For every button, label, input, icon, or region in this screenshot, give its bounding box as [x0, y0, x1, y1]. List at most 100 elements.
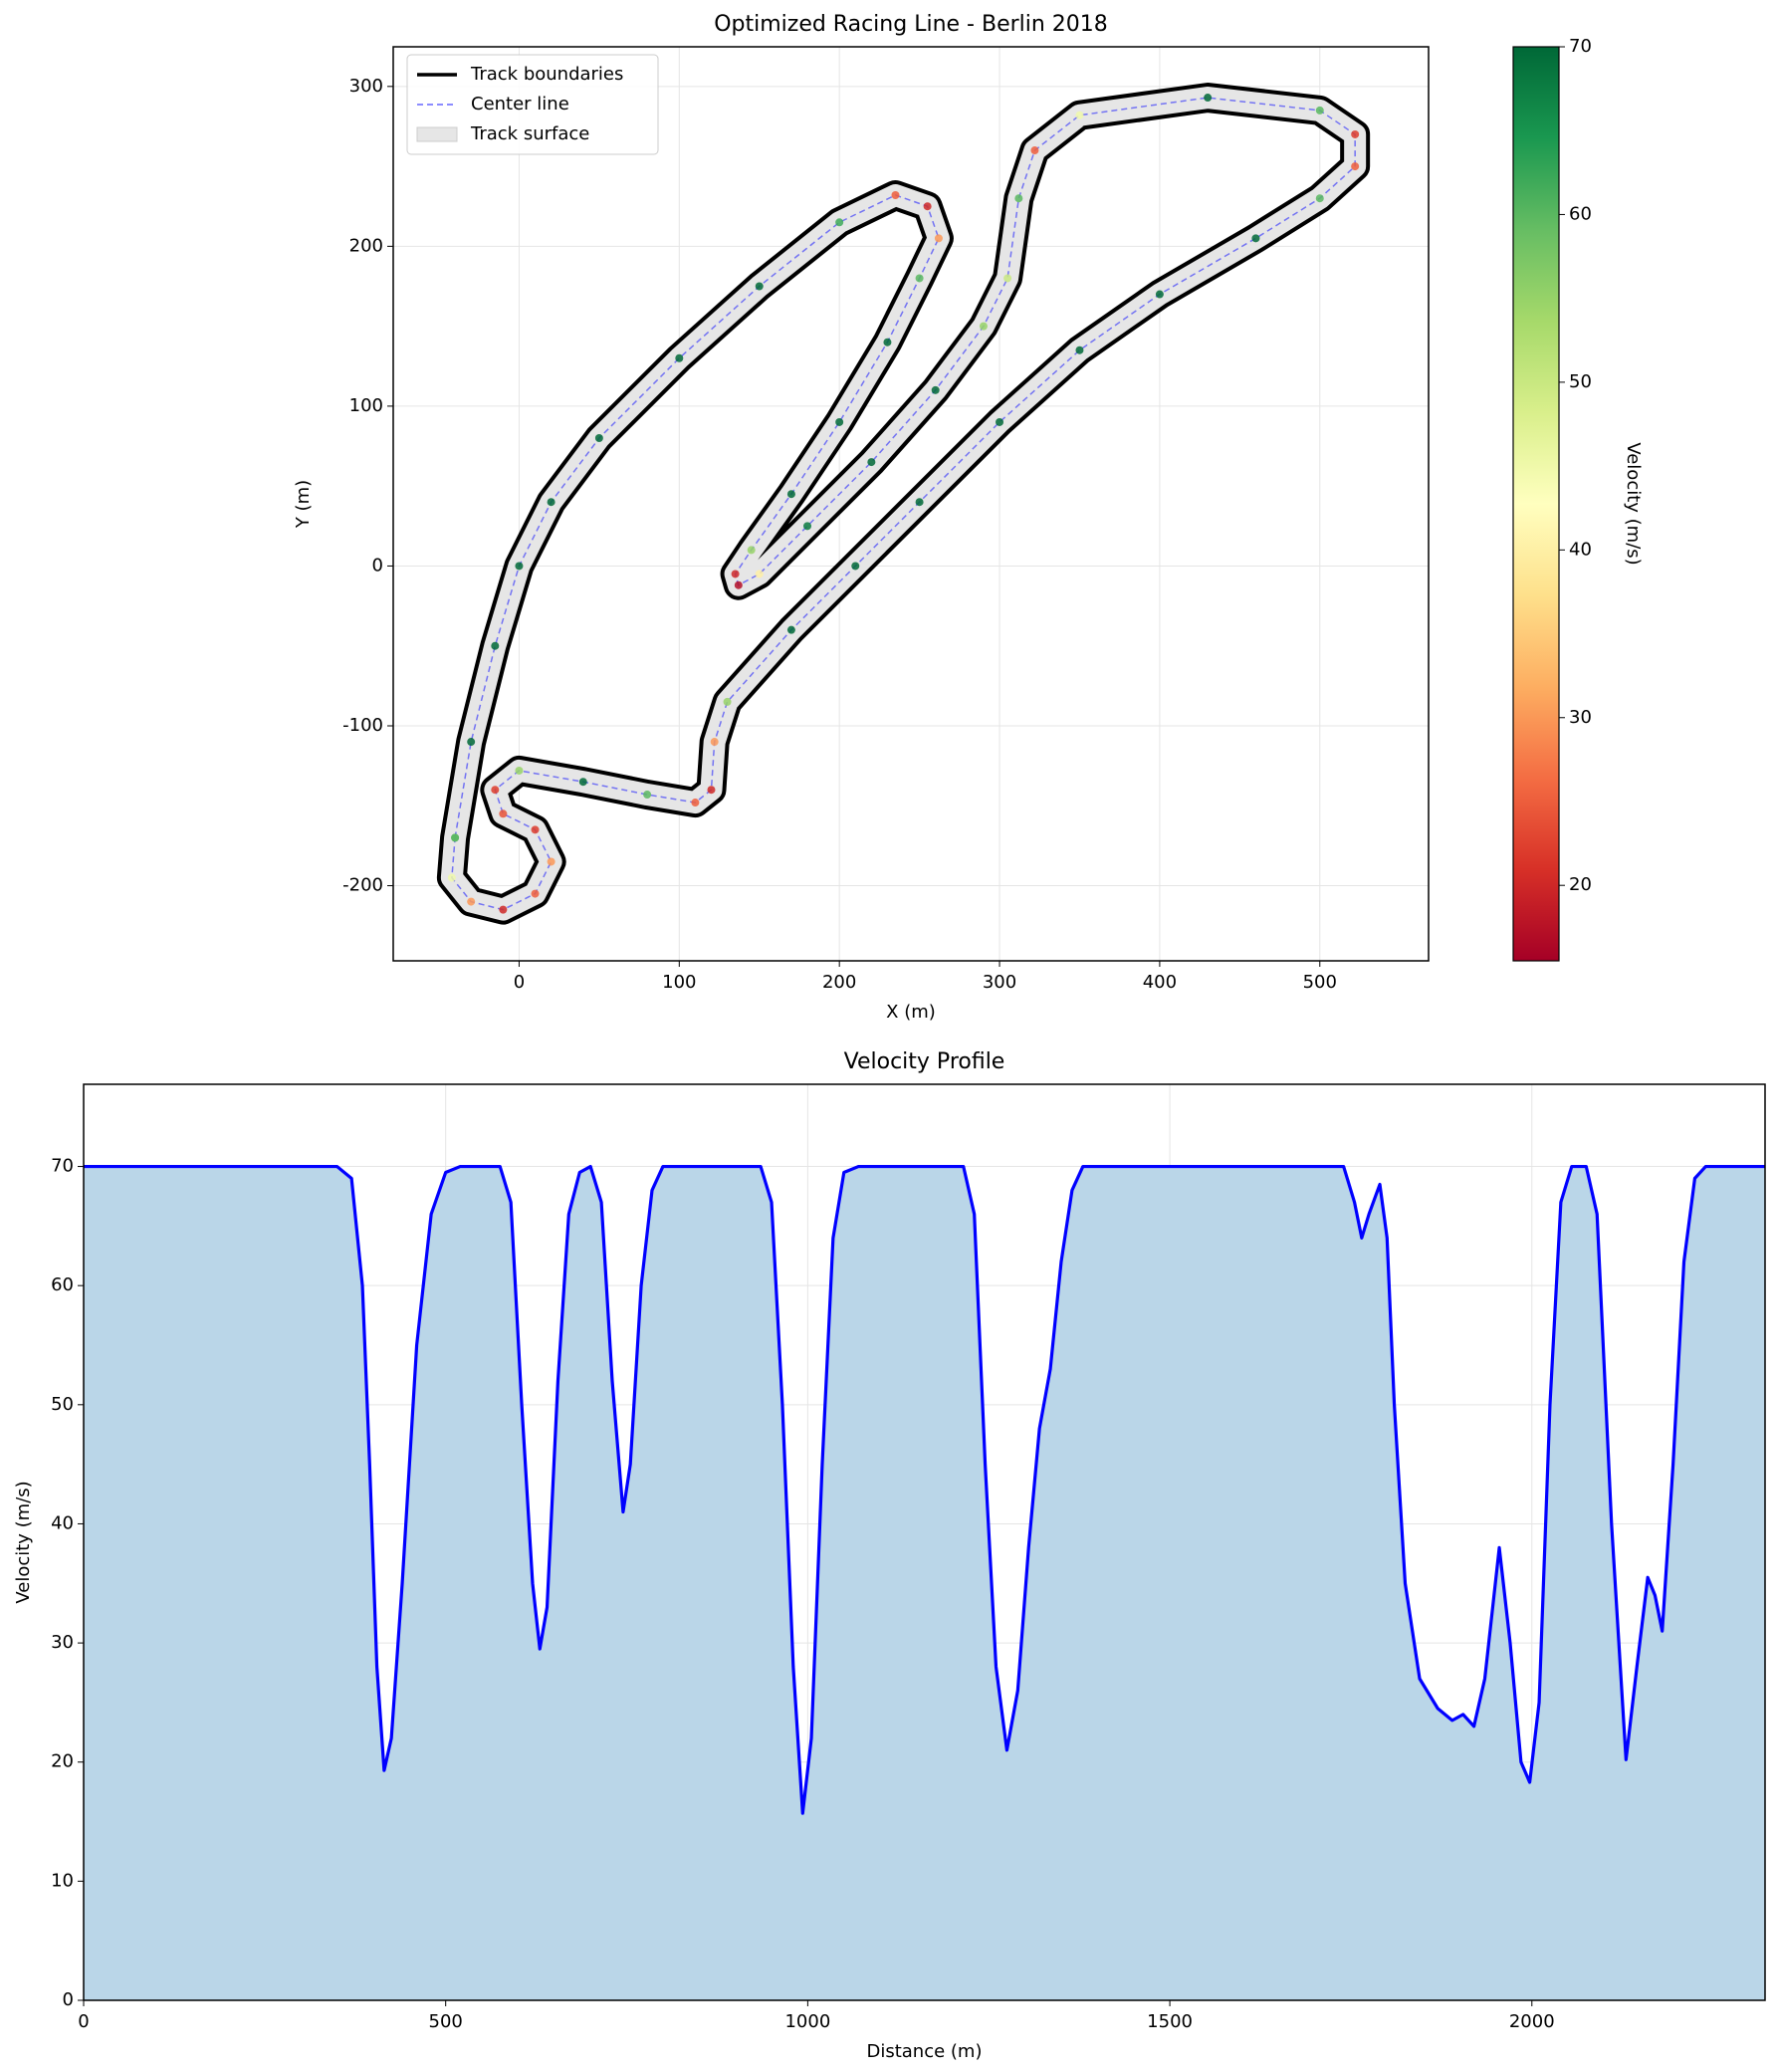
- x-tick-label: 400: [1143, 972, 1177, 993]
- velocity-line: [84, 1164, 1765, 1815]
- x-axis-label: X (m): [886, 1002, 936, 1023]
- legend-label: Track surface: [470, 123, 589, 144]
- racing-line-point: [755, 570, 764, 578]
- colorbar-tick-label: 30: [1569, 707, 1592, 728]
- plot-frame: [83, 1083, 1766, 2001]
- racing-line-point: [755, 282, 764, 291]
- x-tick-label: 0: [514, 972, 525, 993]
- racing-line-point: [867, 458, 876, 467]
- racing-line-point: [1351, 129, 1360, 138]
- area-fill: [84, 1166, 1765, 2000]
- y-tick-label: 60: [51, 1274, 74, 1295]
- track-surface: [440, 87, 1367, 921]
- racing-line-point: [1075, 111, 1084, 119]
- racing-line-point: [915, 274, 924, 283]
- racing-line-point: [931, 385, 940, 394]
- racing-line-point: [531, 889, 540, 898]
- racing-line-point: [499, 905, 508, 914]
- chart-title: Optimized Racing Line - Berlin 2018: [714, 12, 1108, 37]
- x-tick-label: 100: [662, 972, 696, 993]
- colorbar-label: Velocity (m/s): [1623, 442, 1644, 565]
- racing-line-point: [491, 786, 500, 795]
- x-tick-label: 200: [822, 972, 856, 993]
- racing-line-point: [1155, 290, 1164, 299]
- colorbar-tick-label: 60: [1569, 203, 1592, 224]
- racing-line-point: [691, 799, 700, 807]
- legend-label: Center line: [471, 94, 569, 115]
- y-tick-label: 70: [51, 1156, 74, 1177]
- racing-line-point: [675, 353, 684, 362]
- racing-line-point: [547, 857, 555, 866]
- racing-line-point: [786, 490, 795, 499]
- y-tick-label: 20: [51, 1751, 74, 1772]
- y-tick-label: 50: [51, 1394, 74, 1415]
- racing-line-point: [707, 786, 716, 795]
- legend-label: Track boundaries: [470, 64, 623, 85]
- y-axis-label: Y (m): [293, 480, 314, 529]
- x-tick-label: 0: [78, 2011, 89, 2032]
- racing-line-point: [499, 809, 508, 818]
- y-tick-label: 40: [51, 1512, 74, 1533]
- racing-line-point: [891, 190, 900, 199]
- x-tick-label: 500: [429, 2011, 463, 2032]
- racing-line-point: [747, 546, 756, 555]
- racing-line-point: [1014, 194, 1023, 203]
- y-tick-label: 0: [372, 555, 383, 576]
- racing-line-point: [1315, 194, 1324, 203]
- racing-line-point: [835, 218, 844, 227]
- x-tick-label: 1500: [1147, 2011, 1193, 2032]
- legend-box: [406, 54, 659, 155]
- racing-line-point: [1351, 162, 1360, 171]
- racing-line-point: [467, 738, 476, 747]
- racing-line-point: [851, 562, 860, 571]
- racing-line-point: [1315, 106, 1324, 115]
- x-tick-label: 300: [983, 972, 1016, 993]
- colorbar-tick-label: 70: [1569, 36, 1592, 57]
- y-tick-label: 0: [63, 1989, 74, 2010]
- x-axis-label: Distance (m): [866, 2041, 982, 2062]
- chart-title: Velocity Profile: [844, 1049, 1005, 1074]
- racing-line-point: [710, 738, 719, 747]
- y-tick-label: -100: [342, 715, 383, 736]
- racing-line-point: [979, 322, 988, 331]
- colorbar: [1512, 46, 1560, 962]
- y-tick-label: 200: [349, 235, 383, 256]
- racing-line-point: [467, 897, 476, 906]
- racing-line-point: [734, 580, 743, 589]
- racing-line-point: [1204, 94, 1213, 103]
- racing-line-point: [1251, 234, 1260, 243]
- racing-line-point: [731, 570, 740, 578]
- racing-line-point: [1030, 146, 1039, 155]
- racing-line-point: [835, 417, 844, 426]
- racing-line-point: [531, 825, 540, 834]
- y-tick-label: 30: [51, 1632, 74, 1653]
- racing-line-point: [923, 202, 932, 211]
- legend-swatch: [416, 126, 458, 142]
- y-tick-label: 300: [349, 76, 383, 97]
- racing-line-point: [547, 498, 555, 507]
- center-line: [451, 97, 1356, 911]
- racing-line-point: [515, 562, 524, 571]
- racing-line-point: [491, 641, 500, 650]
- racing-line-point: [1075, 345, 1084, 354]
- colorbar-tick-label: 50: [1569, 371, 1592, 392]
- y-axis-label: Velocity (m/s): [13, 1481, 34, 1603]
- plot-frame: [392, 46, 1430, 962]
- y-tick-label: 10: [51, 1870, 74, 1891]
- racing-line-point: [515, 766, 524, 775]
- x-tick-label: 2000: [1509, 2011, 1555, 2032]
- racing-line-point: [883, 338, 892, 346]
- racing-line-point: [594, 434, 603, 443]
- racing-line-point: [447, 873, 456, 882]
- colorbar-tick-label: 20: [1569, 874, 1592, 895]
- racing-line-point: [803, 522, 811, 531]
- y-tick-label: -200: [342, 875, 383, 896]
- colorbar-tick-label: 40: [1569, 539, 1592, 560]
- racing-line-point: [578, 778, 587, 787]
- racing-line-point: [451, 833, 460, 842]
- racing-line-point: [996, 417, 1004, 426]
- x-tick-label: 1000: [784, 2011, 830, 2032]
- x-tick-label: 500: [1303, 972, 1337, 993]
- racing-line-point: [643, 791, 652, 800]
